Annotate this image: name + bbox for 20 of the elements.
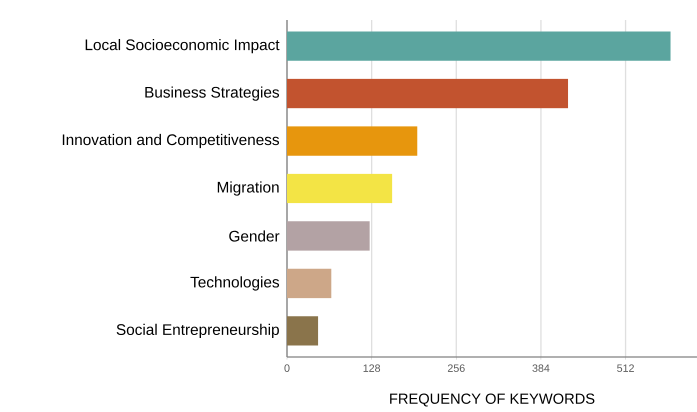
x-tick-label: 384 (532, 364, 550, 372)
bar (287, 268, 332, 298)
x-tick-label: 256 (448, 364, 465, 372)
bar (287, 126, 418, 156)
bar (287, 31, 671, 61)
bar (287, 78, 568, 108)
y-tick-label: Technologies (190, 276, 280, 291)
x-tick-label: 128 (364, 364, 380, 372)
y-tick-label: Social Entrepreneurship (116, 324, 279, 338)
x-axis-title: FREQUENCY OF KEYWORDS (390, 394, 594, 406)
bar (287, 316, 318, 346)
x-tick-label: 512 (617, 364, 634, 372)
y-tick-label: Gender (229, 230, 280, 242)
y-tick-label: Business Strategies (145, 86, 280, 101)
y-tick-label: Local Socioeconomic Impact (86, 38, 280, 54)
y-tick-label: Migration (218, 181, 279, 196)
y-tick-label: Innovation and Competitiveness (62, 134, 280, 148)
bar (287, 221, 370, 251)
bar (287, 174, 392, 204)
x-tick-label: 0 (284, 364, 290, 372)
